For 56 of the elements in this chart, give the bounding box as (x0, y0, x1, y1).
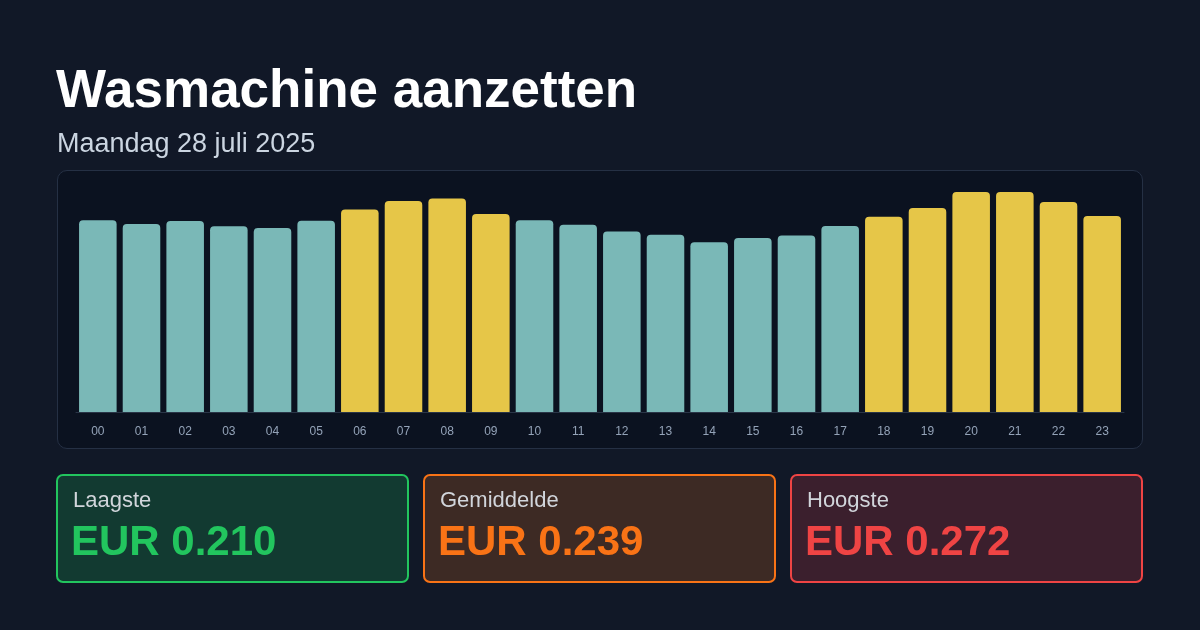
text: Hoogste (807, 487, 889, 513)
chart-title: Wasmachine aanzetten (56, 59, 638, 119)
x-tick-label: 19 (920, 424, 935, 438)
bar (1039, 201, 1078, 412)
bar (690, 242, 728, 412)
bar (122, 223, 161, 412)
x-tick-label: 11 (571, 424, 585, 438)
bar (1083, 215, 1121, 412)
x-tick-label: 21 (1008, 424, 1022, 438)
bar (821, 226, 859, 412)
x-tick-label: 08 (440, 424, 455, 438)
bar (384, 201, 423, 412)
bar (341, 209, 379, 412)
bar (603, 231, 641, 412)
x-tick-label: 17 (833, 424, 848, 438)
x-tick-label: 00 (91, 424, 105, 438)
bar (166, 221, 204, 412)
x-tick-label: 18 (877, 424, 891, 438)
x-tick-label: 01 (134, 424, 149, 438)
x-tick-label: 03 (222, 424, 236, 438)
bar (908, 208, 947, 412)
text: EUR 0.210 (71, 516, 277, 566)
x-tick-label: 02 (178, 424, 193, 438)
x-tick-label: 13 (658, 424, 673, 438)
bar (210, 226, 248, 412)
bar (559, 224, 597, 412)
x-tick-label: 07 (396, 424, 411, 438)
x-tick-label: 09 (484, 424, 498, 438)
text: Gemiddelde (440, 487, 559, 513)
bar (865, 216, 903, 412)
text: Laagste (73, 487, 152, 513)
x-tick-label: 10 (527, 424, 542, 438)
x-tick-label: 05 (309, 424, 324, 438)
bar (515, 220, 554, 412)
text: EUR 0.272 (805, 516, 1011, 566)
bar (777, 235, 816, 412)
bar (297, 220, 335, 412)
x-tick-label: 23 (1095, 424, 1110, 438)
x-tick-label: 16 (789, 424, 804, 438)
bar (253, 228, 292, 412)
bar (734, 237, 772, 412)
chart-subtitle: Maandag 28 juli 2025 (57, 127, 316, 159)
text: EUR 0.239 (438, 516, 644, 566)
x-tick-label: 06 (353, 424, 367, 438)
x-tick-label: 20 (964, 424, 979, 438)
x-tick-label: 22 (1051, 424, 1066, 438)
bar (428, 198, 466, 412)
x-tick-label: 12 (615, 424, 629, 438)
bar (79, 220, 117, 412)
bar (472, 214, 510, 412)
x-tick-label: 15 (746, 424, 760, 438)
x-tick-label: 04 (265, 424, 280, 438)
bar (646, 234, 685, 412)
bar (952, 192, 990, 412)
x-tick-label: 14 (702, 424, 717, 438)
bar (996, 192, 1034, 412)
